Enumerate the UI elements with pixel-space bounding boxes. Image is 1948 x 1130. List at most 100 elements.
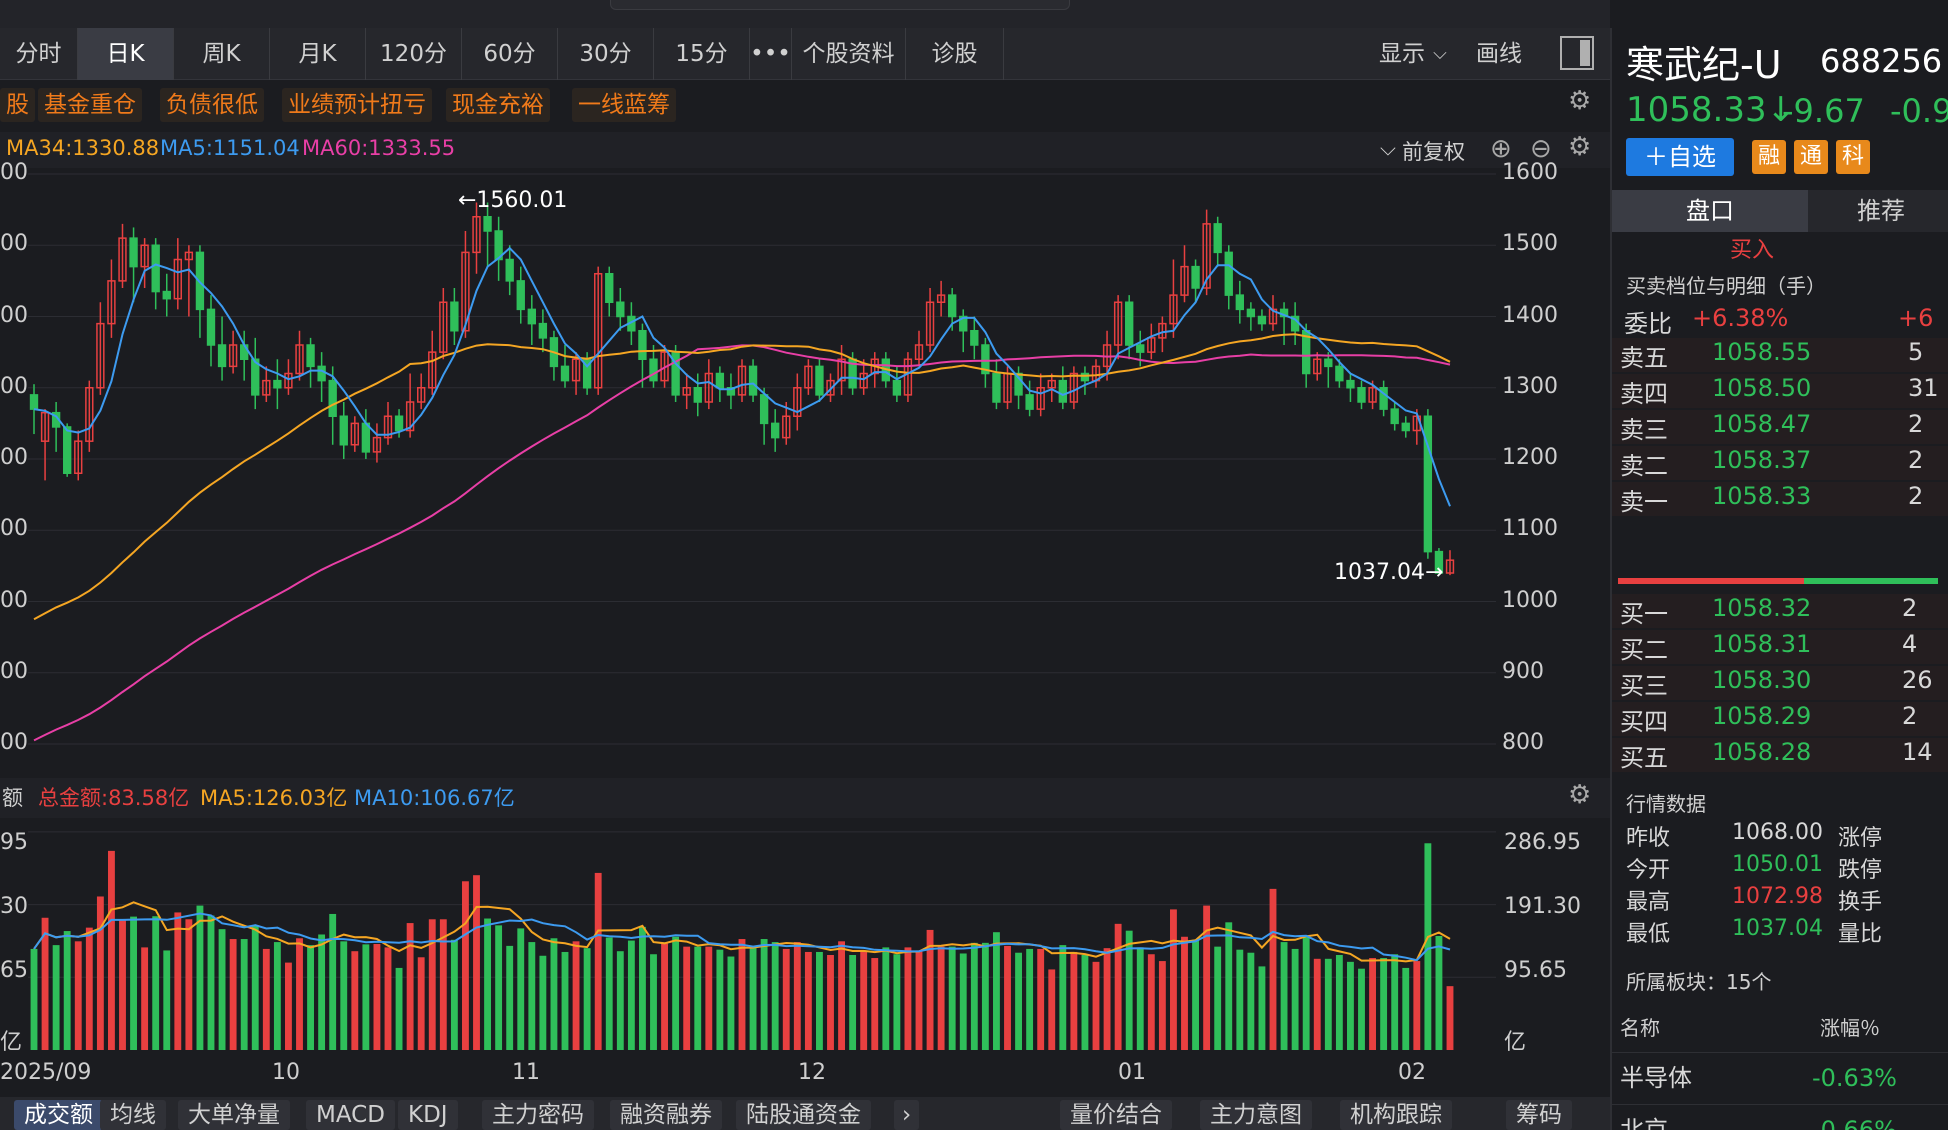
buy-row[interactable]: 买一 1058.32 2 <box>1612 594 1948 628</box>
volume-bar <box>119 920 126 1050</box>
gear-icon[interactable]: ⚙ <box>1568 86 1592 116</box>
display-menu[interactable]: 显示 <box>1379 41 1425 67</box>
volume-bar <box>384 947 392 1050</box>
stock-badge[interactable]: 通 <box>1794 140 1828 174</box>
quote-panel: 寒武纪-U 688256 1058.33↓ -9.67 -0.91 ＋自选 融通… <box>1610 28 1948 1130</box>
candle-body <box>63 426 72 474</box>
concept-tag[interactable]: 负债很低 <box>160 88 264 122</box>
volume-bar <box>959 953 967 1050</box>
chevron-down-icon[interactable]: ⌵ <box>1433 43 1447 64</box>
indicator-tab[interactable]: 陆股通资金 <box>736 1100 871 1130</box>
candle-body <box>516 280 525 311</box>
sell-row[interactable]: 卖五 1058.55 5 <box>1612 338 1948 372</box>
buy-price: 1058.30 <box>1712 666 1812 694</box>
volume-bar <box>738 939 746 1050</box>
volume-bar <box>627 940 635 1050</box>
sell-row[interactable]: 卖四 1058.50 31 <box>1612 374 1948 408</box>
left-tick-label: 00 <box>0 445 28 470</box>
chevron-right-icon[interactable]: › <box>894 1100 920 1130</box>
indicator-tab[interactable]: MACD <box>306 1100 395 1130</box>
sector-row[interactable]: 半导体 -0.63% <box>1612 1052 1948 1102</box>
buy-row[interactable]: 买四 1058.29 2 <box>1612 702 1948 736</box>
indicator-tab[interactable]: 筹码 <box>1506 1100 1572 1130</box>
indicator-tab[interactable]: 均线 <box>100 1100 166 1130</box>
buy-row[interactable]: 买三 1058.30 26 <box>1612 666 1948 700</box>
candle-body <box>494 230 503 261</box>
chevron-down-icon[interactable]: ⌵ <box>1380 136 1396 160</box>
tab-period-2[interactable]: 周K <box>174 28 270 80</box>
sell-row[interactable]: 卖一 1058.33 2 <box>1612 482 1948 516</box>
gear-icon[interactable]: ⚙ <box>1568 780 1592 810</box>
buy-button[interactable]: 买入 <box>1729 238 1774 263</box>
volume-bar <box>417 957 425 1050</box>
layout-toggle-icon[interactable] <box>1560 36 1594 70</box>
tab-pankou[interactable]: 盘口 <box>1612 190 1808 232</box>
tab-period-1[interactable]: 日K <box>78 28 174 80</box>
volume-bar <box>273 942 281 1050</box>
add-watchlist-button[interactable]: ＋自选 <box>1626 138 1734 176</box>
zoom-in-icon[interactable]: ⊕ <box>1490 134 1512 164</box>
volume-bar <box>174 912 182 1050</box>
volume-bar <box>473 875 480 1050</box>
indicator-tab[interactable]: KDJ <box>398 1100 458 1130</box>
indicator-tab[interactable]: 机构跟踪 <box>1340 1100 1452 1130</box>
market-label-right: 量比 <box>1838 922 1883 947</box>
indicator-tab[interactable]: 主力密码 <box>482 1100 594 1130</box>
volume-bar <box>1103 948 1111 1050</box>
concept-tag[interactable]: 现金充裕 <box>446 88 550 122</box>
candle-body <box>715 372 725 389</box>
order-balance-bar <box>1618 578 1938 584</box>
indicator-tab[interactable]: 成交额 <box>14 1100 103 1130</box>
candle-body <box>1368 387 1377 403</box>
tab-period-10[interactable]: 诊股 <box>906 28 1004 80</box>
search-box[interactable] <box>610 0 1070 10</box>
stock-pct: -0.91 <box>1890 92 1948 130</box>
candle-body <box>162 290 171 300</box>
buy-row[interactable]: 买五 1058.28 14 <box>1612 738 1948 772</box>
concept-tag[interactable]: 业绩预计扭亏 <box>282 88 432 122</box>
zoom-out-icon[interactable]: ⊖ <box>1530 134 1552 164</box>
adjust-label[interactable]: 前复权 <box>1402 140 1465 164</box>
y-tick-label: 1400 <box>1502 302 1558 328</box>
candle-body <box>560 365 570 382</box>
tab-period-0[interactable]: 分时 <box>0 28 78 80</box>
candlestick-chart[interactable] <box>0 168 1610 778</box>
tab-period-5[interactable]: 60分 <box>462 28 558 80</box>
volume-chart[interactable] <box>0 818 1610 1060</box>
tab-period-9[interactable]: 个股资料 <box>792 28 906 80</box>
candle-body <box>1346 379 1355 389</box>
indicator-tab[interactable]: 大单净量 <box>178 1100 290 1130</box>
sector-name: 北京 <box>1620 1116 1668 1130</box>
tab-period-6[interactable]: 30分 <box>558 28 654 80</box>
concept-tag[interactable]: 股 <box>0 88 35 122</box>
period-toolbar: 分时 日K 周K 月K 120分 60分 30分 15分 ••• 个股资料 诊股 显示 ⌵ 画线 <box>0 28 1610 80</box>
tab-period-8[interactable]: ••• <box>750 28 792 80</box>
candle-body <box>1235 294 1244 311</box>
volume-bar <box>1225 922 1233 1050</box>
indicator-tab[interactable]: 量价结合 <box>1060 1100 1172 1130</box>
indicator-tab[interactable]: 融资融券 <box>610 1100 722 1130</box>
volume-bar <box>41 917 49 1050</box>
buy-volume: 4 <box>1902 630 1918 658</box>
gear-icon[interactable]: ⚙ <box>1568 132 1592 162</box>
candle-body <box>295 344 304 375</box>
tab-period-4[interactable]: 120分 <box>366 28 462 80</box>
concept-tag[interactable]: 基金重仓 <box>38 88 142 122</box>
buy-row[interactable]: 买二 1058.31 4 <box>1612 630 1948 664</box>
tab-recommend[interactable]: 推荐 <box>1857 197 1905 225</box>
concept-tag[interactable]: 一线蓝筹 <box>572 88 676 122</box>
x-tick-label: 2025/09 <box>0 1060 92 1085</box>
sell-row[interactable]: 卖二 1058.37 2 <box>1612 446 1948 480</box>
volume-bar <box>1147 954 1155 1050</box>
sector-col-change[interactable]: 涨幅％ <box>1820 1016 1880 1040</box>
sector-row[interactable]: 北京 -0.66% <box>1612 1104 1948 1130</box>
stock-badge[interactable]: 融 <box>1752 140 1786 174</box>
draw-line-button[interactable]: 画线 <box>1476 41 1522 67</box>
stock-badge[interactable]: 科 <box>1836 140 1870 174</box>
sell-volume: 5 <box>1908 338 1924 366</box>
sell-row[interactable]: 卖三 1058.47 2 <box>1612 410 1948 444</box>
volume-bar <box>240 939 248 1050</box>
tab-period-7[interactable]: 15分 <box>654 28 750 80</box>
indicator-tab[interactable]: 主力意图 <box>1200 1100 1312 1130</box>
tab-period-3[interactable]: 月K <box>270 28 366 80</box>
